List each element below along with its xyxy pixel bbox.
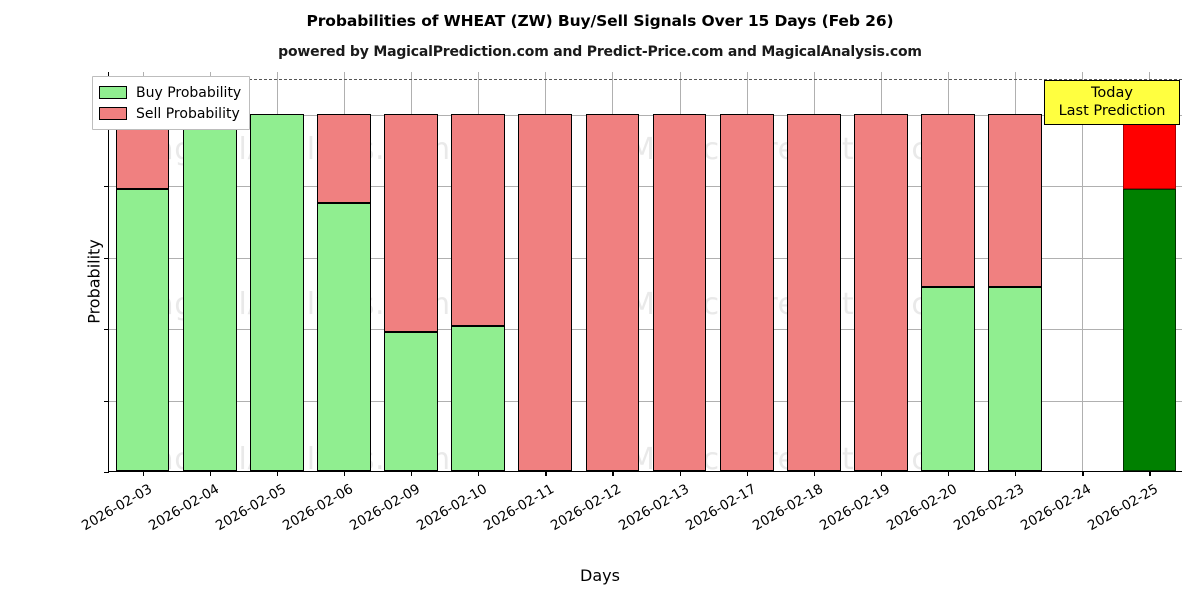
x-axis-tick-mark — [948, 471, 950, 476]
x-axis-tick-mark — [746, 471, 748, 476]
bar-segment-buy[interactable] — [1122, 188, 1177, 471]
legend-swatch-sell — [99, 107, 127, 120]
gridline-horizontal — [109, 257, 1182, 259]
plot-clip: MagicalAnalysis.comMagicalPrediction.com… — [109, 72, 1182, 471]
bar-group[interactable] — [518, 113, 573, 471]
x-axis-tick-mark — [142, 471, 144, 476]
bar-group[interactable] — [585, 113, 640, 471]
bar-group[interactable] — [249, 113, 304, 471]
page-title: Probabilities of WHEAT (ZW) Buy/Sell Sig… — [306, 12, 894, 30]
x-axis-tick-mark — [545, 471, 547, 476]
gridline-vertical — [1082, 72, 1083, 471]
bar-segment-sell[interactable] — [786, 113, 841, 471]
legend-item-buy: Buy Probability — [99, 82, 241, 103]
chart-legend: Buy Probability Sell Probability — [92, 76, 251, 130]
x-axis-tick-mark — [209, 471, 211, 476]
y-axis-tick-mark — [104, 472, 109, 474]
legend-item-sell: Sell Probability — [99, 103, 241, 124]
x-axis-tick-mark — [880, 471, 883, 476]
y-axis-tick-mark — [104, 400, 109, 402]
today-label: Today — [1091, 85, 1133, 101]
reference-line — [109, 79, 1182, 81]
bar-segment-buy[interactable] — [249, 113, 304, 471]
x-axis-tick-mark — [1082, 471, 1084, 476]
x-axis-tick-mark — [813, 471, 815, 476]
bar-segment-buy[interactable] — [384, 331, 438, 471]
bar-segment-buy[interactable] — [451, 326, 506, 471]
bar-segment-sell[interactable] — [317, 113, 371, 204]
y-axis-tick-mark — [104, 329, 109, 331]
bar-group[interactable] — [988, 113, 1043, 471]
x-axis-tick-mark — [411, 471, 413, 476]
bar-segment-buy[interactable] — [988, 287, 1043, 471]
x-axis-tick-mark — [1149, 471, 1151, 476]
bar-segment-sell[interactable] — [1122, 113, 1177, 189]
last-prediction-label: Last Prediction — [1058, 103, 1166, 119]
bar-segment-buy[interactable] — [182, 113, 237, 471]
x-axis-tick-mark — [679, 471, 681, 476]
chart-subtitle: powered by MagicalPrediction.com and Pre… — [278, 44, 922, 60]
bar-group[interactable] — [317, 113, 371, 471]
x-axis-tick-mark — [1015, 471, 1017, 476]
bar-group[interactable] — [854, 113, 908, 471]
x-axis-tick-mark — [478, 471, 480, 476]
bar-segment-buy[interactable] — [921, 287, 975, 471]
legend-label-sell: Sell Probability — [136, 105, 240, 122]
bar-segment-sell[interactable] — [854, 113, 908, 471]
x-axis-tick-mark — [343, 471, 346, 476]
legend-label-buy: Buy Probability — [136, 84, 242, 101]
x-axis-label: Days — [580, 566, 620, 585]
bar-group[interactable] — [451, 113, 506, 471]
gridline-horizontal — [109, 329, 1182, 331]
bar-group[interactable] — [652, 113, 707, 471]
bar-segment-buy[interactable] — [317, 203, 371, 471]
bar-segment-buy[interactable] — [115, 188, 170, 471]
gridline-horizontal — [109, 400, 1182, 402]
bar-segment-sell[interactable] — [518, 113, 573, 471]
gridline-horizontal — [109, 186, 1182, 188]
bar-segment-sell[interactable] — [921, 113, 975, 288]
bar-segment-sell[interactable] — [451, 113, 506, 327]
plot-area: MagicalAnalysis.comMagicalPrediction.com… — [79, 72, 1182, 534]
bar-group[interactable] — [921, 113, 975, 471]
bar-group[interactable] — [384, 113, 438, 471]
y-axis-tick-mark — [104, 257, 109, 259]
gridline-horizontal — [109, 114, 1182, 116]
bar-segment-sell[interactable] — [384, 113, 438, 332]
bar-segment-sell[interactable] — [585, 113, 640, 471]
bar-group[interactable] — [786, 113, 841, 471]
bar-segment-sell[interactable] — [988, 113, 1043, 288]
bar-group-today[interactable] — [1122, 113, 1177, 471]
today-annotation: Today Last Prediction — [1044, 80, 1180, 125]
bar-segment-sell[interactable] — [652, 113, 707, 471]
y-axis-tick-mark — [104, 186, 109, 188]
legend-swatch-buy — [99, 86, 127, 99]
y-axis-label: Probability — [84, 239, 104, 324]
bar-group[interactable] — [182, 113, 237, 471]
x-axis-tick-mark — [276, 471, 278, 476]
bar-group[interactable] — [719, 113, 774, 471]
bar-group[interactable] — [115, 113, 170, 471]
bar-segment-sell[interactable] — [719, 113, 774, 471]
x-axis-tick-mark — [612, 471, 614, 476]
